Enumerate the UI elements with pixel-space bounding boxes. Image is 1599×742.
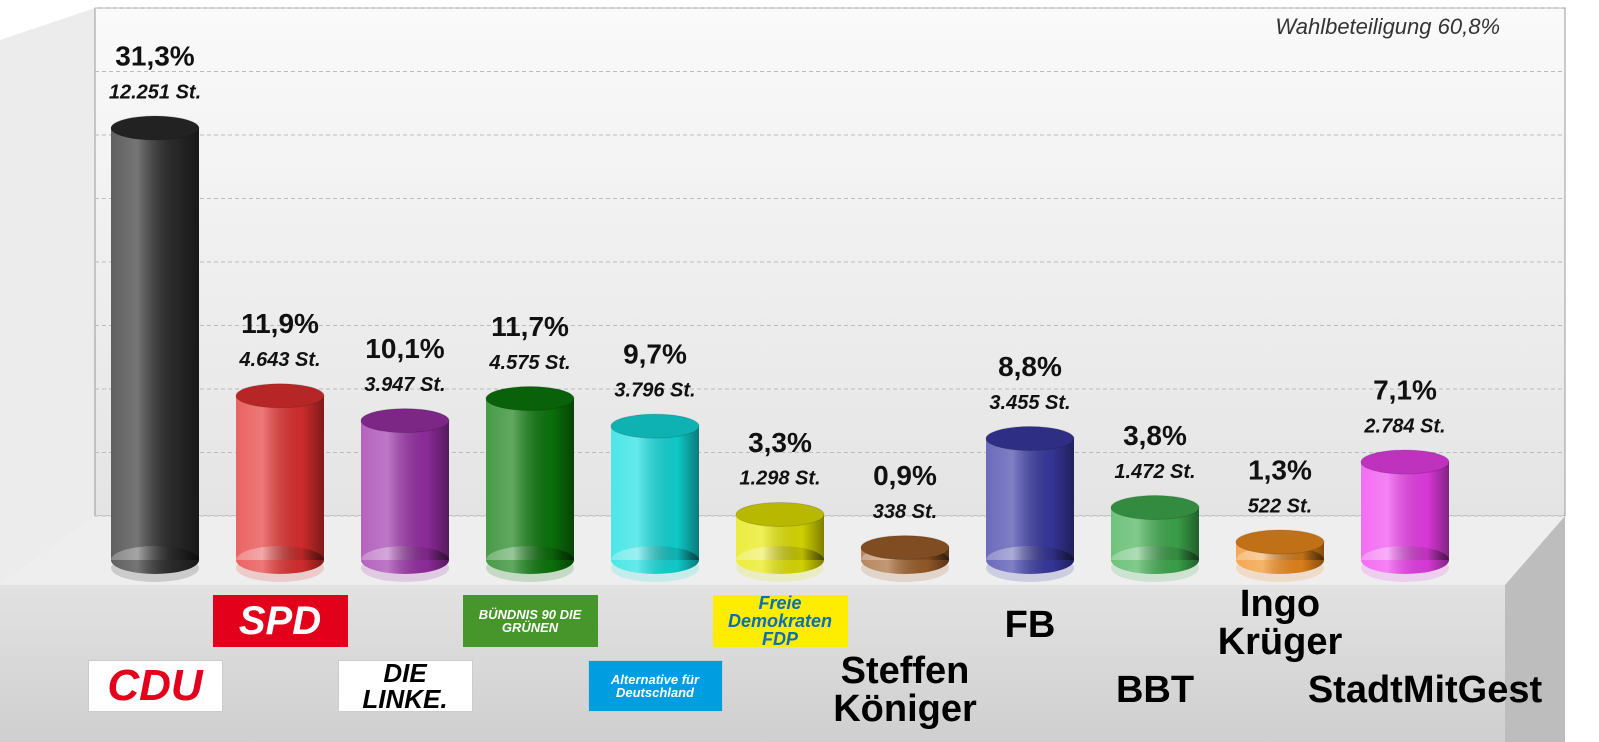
vote-label: 3.455 St. (989, 392, 1070, 414)
value-label: 8,8% (998, 351, 1062, 382)
side-wall (0, 8, 95, 585)
x-tick-label: CDU (87, 660, 223, 712)
value-label: 11,7% (491, 311, 569, 342)
x-tick-label: BBT (1115, 669, 1195, 711)
value-label: 10,1% (365, 333, 444, 364)
x-tick-label: Alternative für Deutschland (587, 660, 723, 712)
vote-label: 522 St. (1248, 495, 1312, 517)
vote-label: 1.298 St. (739, 468, 820, 490)
bar (735, 501, 825, 574)
bar (1360, 449, 1450, 574)
bar (485, 386, 575, 574)
value-label: 11,9% (241, 308, 319, 339)
value-label: 9,7% (623, 339, 687, 370)
value-label: 0,9% (873, 460, 937, 491)
vote-label: 1.472 St. (1114, 461, 1195, 483)
annotation: Wahlbeteiligung 60,8% (1275, 14, 1500, 39)
x-tick-label: FB (1004, 604, 1056, 646)
x-tick-label: Ingo Krüger (1217, 583, 1343, 663)
x-tick-label: StadtMitGest (1307, 669, 1543, 711)
value-label: 3,3% (748, 427, 812, 458)
vote-label: 2.784 St. (1363, 415, 1445, 437)
bar (860, 535, 950, 574)
front-side (1505, 516, 1565, 742)
value-label: 1,3% (1248, 454, 1312, 485)
vote-label: 4.575 St. (488, 352, 570, 374)
x-tick-label: DIE LINKE. (337, 660, 473, 712)
x-tick-label: BÜNDNIS 90 DIE GRÜNEN (462, 595, 598, 647)
bar (610, 413, 700, 574)
bar (1110, 495, 1200, 574)
x-tick-label: Steffen Königer (833, 650, 977, 730)
bar (1235, 529, 1325, 574)
value-label: 31,3% (115, 40, 194, 71)
value-label: 3,8% (1123, 420, 1187, 451)
vote-label: 338 St. (873, 501, 937, 523)
value-label: 7,1% (1373, 374, 1437, 405)
bar (110, 115, 200, 574)
vote-label: 3.947 St. (364, 374, 445, 396)
vote-label: 12.251 St. (109, 81, 201, 103)
bar (235, 383, 325, 574)
vote-label: 3.796 St. (614, 379, 695, 401)
x-tick-label: Freie Demokraten FDP (712, 594, 848, 648)
bar (360, 408, 450, 574)
bar (985, 426, 1075, 574)
vote-label: 4.643 St. (238, 349, 320, 371)
x-tick-label: SPD (212, 595, 348, 647)
